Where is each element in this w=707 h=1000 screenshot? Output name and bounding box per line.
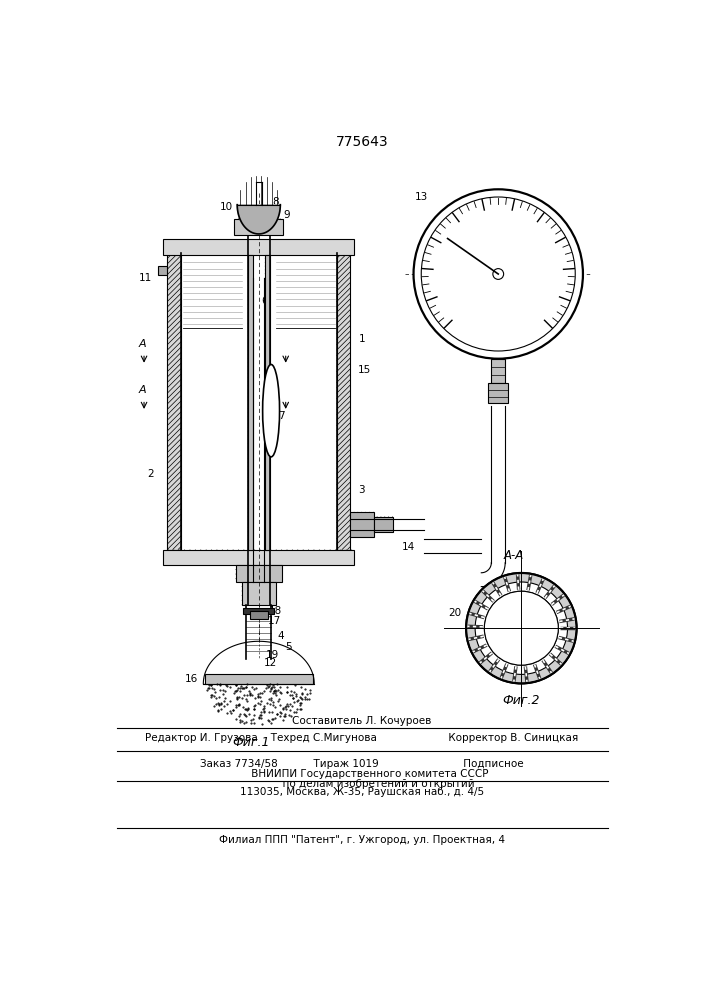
Text: 19: 19 — [266, 650, 279, 660]
Bar — [234, 219, 284, 235]
Text: 2: 2 — [147, 469, 153, 479]
Bar — [167, 253, 181, 550]
Circle shape — [484, 591, 559, 665]
Bar — [243, 608, 274, 614]
Text: 20: 20 — [448, 608, 461, 618]
Text: по делам изобретений и открытий: по делам изобретений и открытий — [250, 779, 474, 789]
Bar — [491, 359, 506, 383]
Text: 4: 4 — [277, 631, 284, 641]
Text: 18: 18 — [269, 606, 282, 616]
Bar — [242, 582, 276, 605]
Text: 5: 5 — [285, 642, 291, 652]
Text: 17: 17 — [267, 615, 281, 626]
Text: 1: 1 — [358, 334, 366, 344]
Circle shape — [484, 591, 559, 665]
Text: 6: 6 — [262, 296, 268, 306]
Circle shape — [466, 573, 577, 684]
Bar — [163, 550, 354, 565]
Text: 7: 7 — [279, 411, 285, 421]
Text: А-А: А-А — [503, 549, 524, 562]
Bar — [351, 512, 373, 537]
Text: ВНИИПИ Государственного комитета СССР: ВНИИПИ Государственного комитета СССР — [235, 769, 489, 779]
Bar — [337, 253, 351, 550]
Text: 14: 14 — [402, 542, 415, 552]
Bar — [235, 565, 282, 582]
Circle shape — [421, 197, 575, 351]
Text: Филиал ППП "Патент", г. Ужгород, ул. Проектная, 4: Филиал ППП "Патент", г. Ужгород, ул. Про… — [219, 835, 505, 845]
Circle shape — [493, 269, 503, 279]
Bar — [163, 239, 354, 255]
Circle shape — [414, 189, 583, 359]
Bar — [489, 383, 508, 403]
Text: Редактор И. Грузова    Техред С.Мигунова                      Корректор В. Синиц: Редактор И. Грузова Техред С.Мигунова Ко… — [146, 733, 578, 743]
Text: 10: 10 — [220, 202, 233, 212]
Text: А: А — [139, 385, 146, 395]
Text: 13: 13 — [414, 192, 428, 202]
Text: Фиг.2: Фиг.2 — [503, 694, 540, 707]
Text: 775643: 775643 — [336, 135, 388, 149]
Text: 11: 11 — [139, 273, 152, 283]
Bar — [248, 255, 252, 550]
Text: Фиг.1: Фиг.1 — [233, 736, 270, 749]
Text: Заказ 7734/58           Тираж 1019                          Подписное: Заказ 7734/58 Тираж 1019 Подписное — [200, 759, 524, 769]
Ellipse shape — [262, 364, 279, 457]
Text: 9: 9 — [284, 210, 290, 220]
Text: 16: 16 — [185, 674, 198, 684]
Bar — [373, 517, 393, 532]
Bar — [250, 611, 268, 619]
Text: 15: 15 — [358, 365, 371, 375]
Text: 113035, Москва, Ж-35, Раушская наб., д. 4/5: 113035, Москва, Ж-35, Раушская наб., д. … — [240, 787, 484, 797]
Circle shape — [475, 582, 568, 674]
Text: 12: 12 — [264, 658, 277, 668]
Bar — [205, 674, 312, 684]
Polygon shape — [238, 205, 281, 234]
Bar — [243, 205, 274, 219]
Text: 8: 8 — [272, 197, 279, 207]
Text: А: А — [139, 339, 146, 349]
Bar — [265, 255, 269, 550]
Text: Составитель Л. Кочуроев: Составитель Л. Кочуроев — [292, 716, 432, 726]
Bar — [158, 266, 167, 275]
Text: 3: 3 — [358, 485, 366, 495]
